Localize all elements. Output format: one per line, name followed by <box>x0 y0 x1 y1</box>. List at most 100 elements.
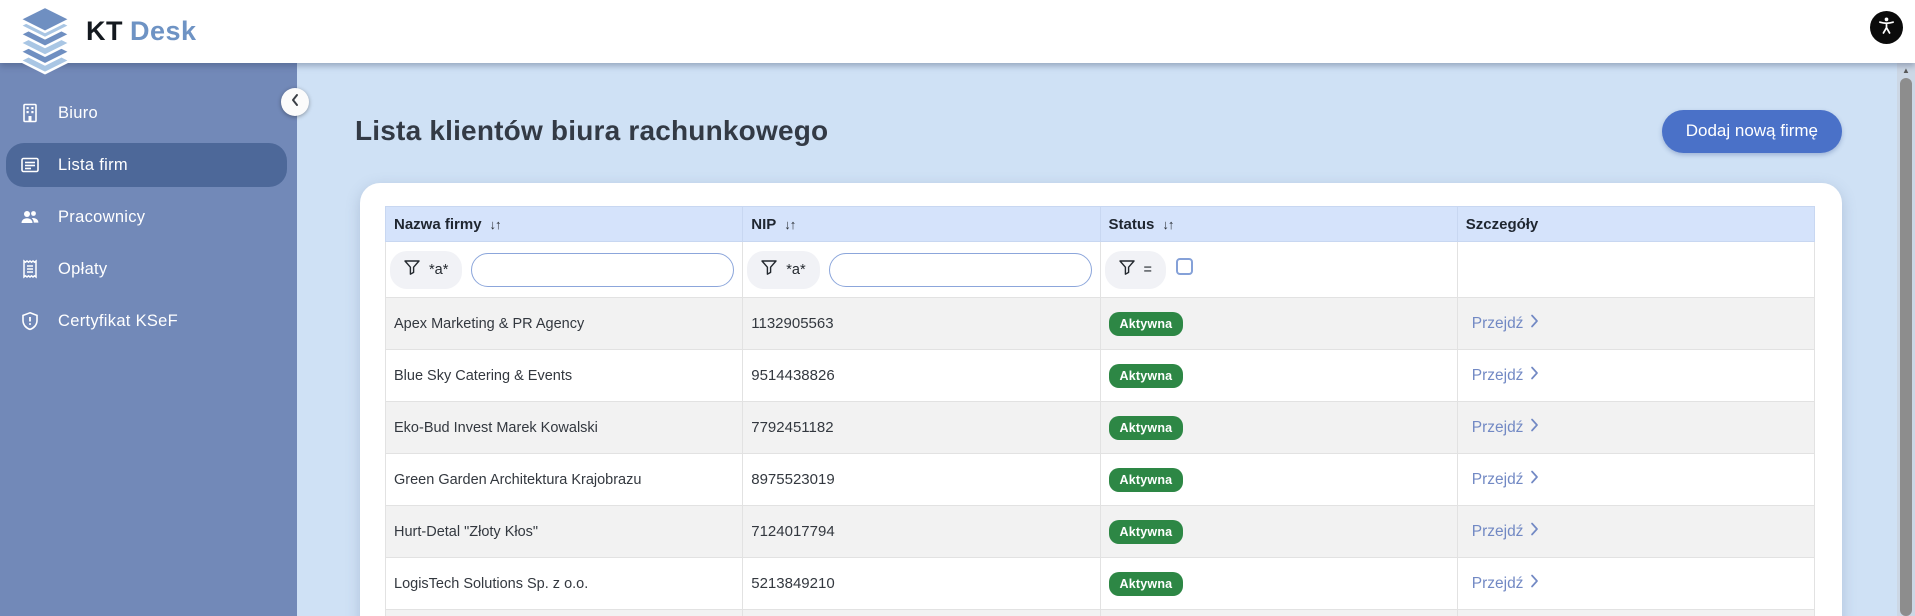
accessibility-button[interactable] <box>1870 11 1903 44</box>
nip-cell: 5213849210 <box>742 557 1101 610</box>
column-header[interactable]: Status ↓↑ <box>1099 206 1458 242</box>
funnel-icon <box>761 259 777 280</box>
table-body: Apex Marketing & PR Agency 1132905563 Ak… <box>384 297 1816 616</box>
scroll-up-arrow[interactable]: ▲ <box>1897 65 1915 77</box>
filter-mode-label: = <box>1143 261 1152 278</box>
company-name-cell: Apex Marketing & PR Agency <box>384 297 744 350</box>
status-cell: Aktywna <box>1099 349 1458 402</box>
brand: KT Desk <box>14 0 197 75</box>
column-header[interactable]: NIP ↓↑ <box>742 206 1101 242</box>
nip-cell: 8975523019 <box>742 453 1101 506</box>
accessibility-icon <box>1876 15 1897 41</box>
scrollbar-thumb[interactable] <box>1900 78 1912 616</box>
go-to-details-link[interactable]: Przejdź <box>1472 418 1540 437</box>
sidebar-item-label: Opłaty <box>58 259 108 278</box>
go-to-details-link[interactable]: Przejdź <box>1472 470 1540 489</box>
company-name-cell: Blue Sky Catering & Events <box>384 349 744 402</box>
table-row: Eko-Bud Invest Marek Kowalski 7792451182… <box>384 401 1816 454</box>
sort-icon[interactable]: ↓↑ <box>784 216 796 232</box>
add-company-button[interactable]: Dodaj nową firmę <box>1661 109 1842 153</box>
clients-table: Nazwa firmy ↓↑ NIP ↓↑ Status ↓↑ Szczegóły <box>384 206 1816 616</box>
sidebar: Biuro Lista firm Pracownicy Opłaty Certy… <box>0 63 297 616</box>
go-to-details-label: Przejdź <box>1471 470 1524 488</box>
status-badge: Aktywna <box>1108 415 1184 440</box>
go-to-details-label: Przejdź <box>1471 574 1524 592</box>
status-badge: Aktywna <box>1108 311 1184 336</box>
nip-cell: 7124017794 <box>742 505 1101 558</box>
chevron-right-icon <box>1530 574 1539 593</box>
sidebar-item[interactable]: Biuro <box>6 91 287 135</box>
chevron-right-icon <box>1530 366 1539 385</box>
people-icon <box>20 207 40 227</box>
go-to-details-link[interactable]: Przejdź <box>1472 574 1540 593</box>
table-filter-row: *a* *a* <box>384 241 1816 298</box>
status-cell: Aktywna <box>1099 297 1458 350</box>
status-filter-mode-button[interactable]: = <box>1104 250 1166 289</box>
status-badge: Aktywna <box>1108 363 1184 388</box>
details-cell: Przejdź <box>1456 297 1816 350</box>
details-cell: Przejdź <box>1456 401 1816 454</box>
chevron-right-icon <box>1530 418 1539 437</box>
sidebar-item-label: Pracownicy <box>58 207 146 226</box>
table-row: Blue Sky Catering & Events 9514438826 Ak… <box>384 349 1816 402</box>
nip-filter-mode-button[interactable]: *a* <box>747 250 820 289</box>
sort-icon[interactable]: ↓↑ <box>1162 216 1174 232</box>
column-header[interactable]: Nazwa firmy ↓↑ <box>384 206 744 242</box>
clients-table-card: Nazwa firmy ↓↑ NIP ↓↑ Status ↓↑ Szczegóły <box>360 183 1842 616</box>
sidebar-item[interactable]: Lista firm <box>6 143 287 187</box>
status-badge: Aktywna <box>1108 571 1184 596</box>
shield-icon <box>20 311 40 331</box>
page-title: Lista klientów biura rachunkowego <box>355 115 829 146</box>
go-to-details-label: Przejdź <box>1471 366 1524 384</box>
company-name-filter-mode-button[interactable]: *a* <box>390 250 463 289</box>
details-cell: Przejdź <box>1456 453 1816 506</box>
funnel-icon <box>1118 259 1135 280</box>
app-title-primary: KT <box>86 16 123 46</box>
chevron-right-icon <box>1530 522 1539 541</box>
company-name-filter-input[interactable] <box>471 252 735 287</box>
status-filter-checkbox[interactable] <box>1175 258 1193 275</box>
nip-cell: 9514438826 <box>742 349 1101 402</box>
filter-mode-label: *a* <box>429 261 449 278</box>
company-name-cell: LogisTech Solutions Sp. z o.o. <box>384 557 744 610</box>
funnel-icon <box>404 259 420 280</box>
nip-cell: 7792451182 <box>742 401 1101 454</box>
go-to-details-link[interactable]: Przejdź <box>1472 366 1540 385</box>
sidebar-item-label: Biuro <box>58 103 99 122</box>
go-to-details-link[interactable]: Przejdź <box>1472 522 1540 541</box>
company-name-cell: Eko-Bud Invest Marek Kowalski <box>384 401 744 454</box>
sidebar-collapse-button[interactable] <box>281 88 309 116</box>
go-to-details-label: Przejdź <box>1471 418 1524 436</box>
topbar: KT Desk <box>0 0 1915 75</box>
status-cell: Aktywna <box>1099 401 1458 454</box>
column-header-label: Nazwa firmy <box>394 215 482 233</box>
table-row: Hurt-Detal "Złoty Kłos" 7124017794 Aktyw… <box>384 505 1816 558</box>
sidebar-item-label: Certyfikat KSeF <box>58 311 179 330</box>
app-title-secondary: Desk <box>130 16 197 46</box>
app-title: KT Desk <box>86 16 197 47</box>
details-cell: Przejdź <box>1456 505 1816 558</box>
table-row: Green Garden Architektura Krajobrazu 897… <box>384 453 1816 506</box>
status-cell: Aktywna <box>1099 557 1458 610</box>
go-to-details-link[interactable]: Przejdź <box>1472 314 1540 333</box>
page-header: Lista klientów biura rachunkowego Dodaj … <box>355 103 1842 159</box>
table-row: LogisTech Solutions Sp. z o.o. 521384921… <box>384 557 1816 610</box>
nip-cell: 1132905563 <box>742 297 1101 350</box>
list-icon <box>20 155 40 175</box>
sidebar-item[interactable]: Pracownicy <box>6 195 287 239</box>
column-header-label: Status <box>1108 215 1155 233</box>
table-row: Apex Marketing & PR Agency 1132905563 Ak… <box>384 297 1816 350</box>
stacked-layers-logo-icon <box>14 5 76 80</box>
column-header[interactable]: Szczegóły <box>1456 206 1816 242</box>
sidebar-item[interactable]: Certyfikat KSeF <box>6 299 287 343</box>
go-to-details-label: Przejdź <box>1471 522 1524 540</box>
sidebar-item[interactable]: Opłaty <box>6 247 287 291</box>
sidebar-item-label: Lista firm <box>58 155 128 174</box>
table-row-partial <box>384 609 1816 616</box>
status-cell: Aktywna <box>1099 505 1458 558</box>
sort-icon[interactable]: ↓↑ <box>489 216 502 232</box>
company-name-cell: Hurt-Detal "Złoty Kłos" <box>384 505 744 558</box>
nip-filter-input[interactable] <box>828 252 1092 287</box>
status-badge: Aktywna <box>1108 467 1184 492</box>
chevron-right-icon <box>1530 314 1539 333</box>
